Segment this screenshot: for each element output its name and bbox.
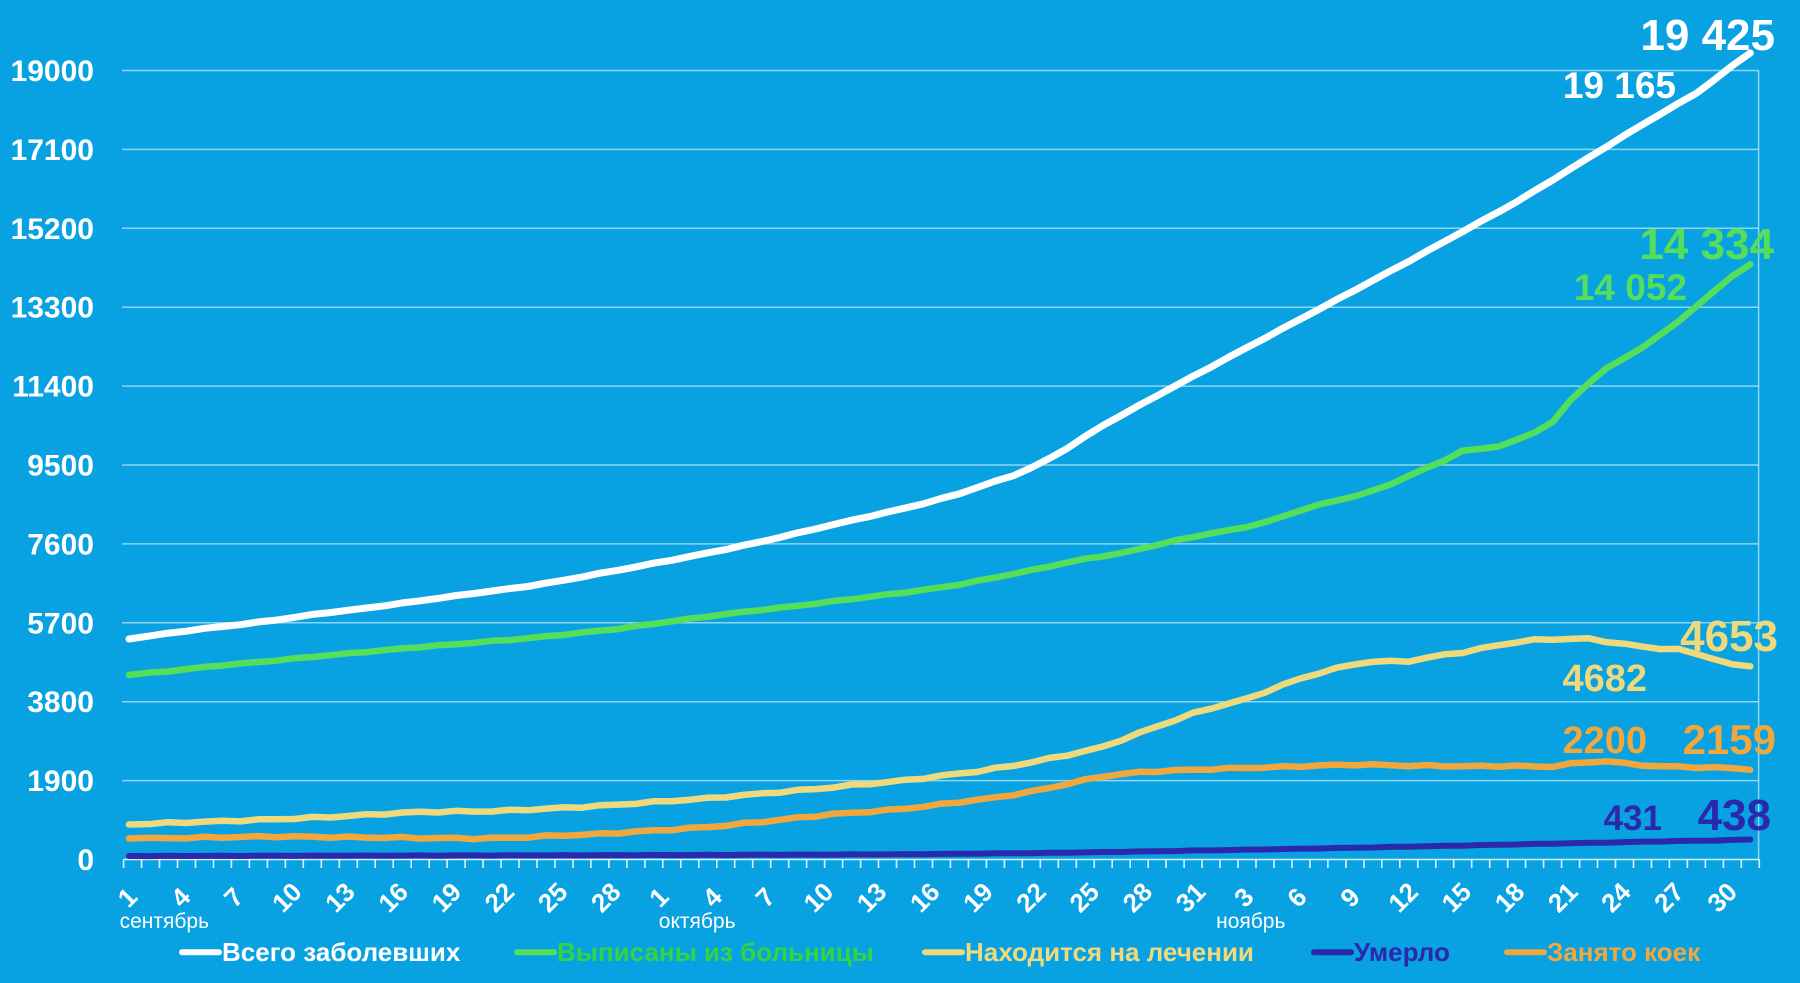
svg-text:13: 13 bbox=[851, 877, 893, 919]
svg-text:19000: 19000 bbox=[11, 55, 94, 88]
svg-text:431: 431 bbox=[1604, 799, 1662, 838]
svg-text:15200: 15200 bbox=[11, 213, 94, 246]
svg-text:21: 21 bbox=[1542, 877, 1584, 919]
svg-text:12: 12 bbox=[1382, 877, 1424, 919]
svg-text:15: 15 bbox=[1436, 877, 1478, 919]
svg-text:10: 10 bbox=[798, 877, 840, 919]
svg-text:22: 22 bbox=[1010, 877, 1052, 919]
svg-text:0: 0 bbox=[77, 844, 94, 877]
svg-text:13: 13 bbox=[319, 877, 361, 919]
svg-text:3: 3 bbox=[1228, 882, 1259, 913]
svg-text:2200: 2200 bbox=[1562, 720, 1647, 762]
svg-text:2159: 2159 bbox=[1683, 716, 1776, 763]
svg-text:28: 28 bbox=[1117, 877, 1159, 919]
svg-text:11400: 11400 bbox=[12, 371, 94, 404]
svg-text:Всего заболевших: Всего заболевших bbox=[222, 937, 461, 967]
svg-text:24: 24 bbox=[1595, 876, 1637, 918]
svg-text:Умерло: Умерло bbox=[1354, 937, 1450, 967]
svg-text:9: 9 bbox=[1334, 882, 1365, 913]
svg-text:25: 25 bbox=[1063, 877, 1105, 919]
svg-text:1900: 1900 bbox=[27, 765, 94, 798]
svg-text:17100: 17100 bbox=[11, 134, 94, 167]
svg-text:октябрь: октябрь bbox=[659, 910, 736, 933]
svg-text:19 425: 19 425 bbox=[1640, 11, 1775, 60]
svg-text:4: 4 bbox=[165, 881, 197, 913]
svg-text:7: 7 bbox=[218, 882, 249, 913]
svg-text:Занято коек: Занято коек bbox=[1547, 937, 1701, 967]
svg-text:13300: 13300 bbox=[11, 292, 94, 325]
svg-text:9500: 9500 bbox=[27, 450, 94, 483]
svg-text:5700: 5700 bbox=[27, 607, 94, 640]
svg-text:7: 7 bbox=[750, 882, 781, 913]
svg-text:31: 31 bbox=[1170, 877, 1212, 919]
svg-text:30: 30 bbox=[1701, 877, 1743, 919]
svg-text:18: 18 bbox=[1489, 877, 1531, 919]
svg-text:4682: 4682 bbox=[1562, 658, 1647, 700]
svg-text:4: 4 bbox=[696, 881, 728, 913]
svg-text:1: 1 bbox=[112, 882, 143, 913]
svg-text:22: 22 bbox=[479, 877, 521, 919]
svg-text:Находится на лечении: Находится на лечении bbox=[965, 937, 1254, 967]
svg-text:3800: 3800 bbox=[27, 686, 94, 719]
svg-text:сентябрь: сентябрь bbox=[120, 910, 209, 933]
svg-text:16: 16 bbox=[372, 877, 414, 919]
svg-text:1: 1 bbox=[643, 882, 674, 913]
svg-text:25: 25 bbox=[532, 877, 574, 919]
svg-text:19: 19 bbox=[957, 877, 999, 919]
svg-text:19: 19 bbox=[426, 877, 468, 919]
svg-text:4653: 4653 bbox=[1680, 612, 1778, 661]
svg-text:14 052: 14 052 bbox=[1574, 267, 1687, 308]
svg-text:16: 16 bbox=[904, 877, 946, 919]
svg-text:14 334: 14 334 bbox=[1639, 220, 1774, 269]
svg-text:Выписаны из больницы: Выписаны из больницы bbox=[557, 937, 874, 967]
svg-text:7600: 7600 bbox=[27, 528, 94, 561]
svg-text:10: 10 bbox=[266, 877, 308, 919]
svg-text:28: 28 bbox=[585, 877, 627, 919]
svg-text:438: 438 bbox=[1698, 791, 1771, 840]
svg-text:19 165: 19 165 bbox=[1563, 65, 1676, 106]
svg-text:ноябрь: ноябрь bbox=[1216, 910, 1285, 933]
svg-text:27: 27 bbox=[1648, 877, 1690, 919]
svg-text:6: 6 bbox=[1281, 882, 1312, 913]
